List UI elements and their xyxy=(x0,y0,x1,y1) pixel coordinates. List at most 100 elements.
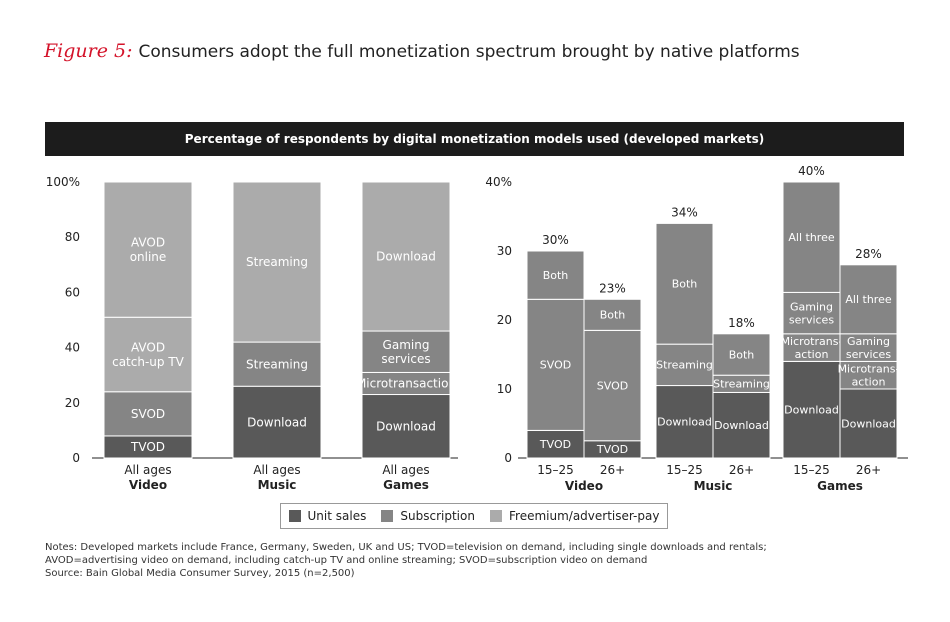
legend-item-freemium: Freemium/advertiser-pay xyxy=(490,509,659,523)
bar-right-2-segment-2 xyxy=(655,222,714,345)
left-category-label: All ages xyxy=(124,463,171,477)
right-chart: 0 10 20 30 40% TVOD SVOD Both 30% 15–25 TVOD SVOD Bo… xyxy=(485,164,908,493)
bar-right-2-segment-1 xyxy=(655,343,714,387)
bar-left-1-segment-2-label: Streaming xyxy=(246,255,308,269)
right-age-label: 26+ xyxy=(600,463,625,477)
figure-title: Figure 5: Consumers adopt the full moneti… xyxy=(44,40,800,62)
right-y-tick-label: 20 xyxy=(497,313,512,327)
bar-right-1-segment-1 xyxy=(583,329,642,442)
bar-left-0-segment-3-label: AVOD xyxy=(131,236,165,250)
bar-left-0-segment-3-label: online xyxy=(130,250,167,264)
bar-left-2-segment-3-label: Download xyxy=(376,250,436,264)
notes-line-2: AVOD=advertising video on demand, includ… xyxy=(45,555,648,566)
bar-left-1-segment-0 xyxy=(232,385,322,459)
bar-right-2-segment-0-label: Download xyxy=(657,416,712,429)
right-age-label: 15–25 xyxy=(666,463,703,477)
legend-label-subscription: Subscription xyxy=(400,509,475,523)
bar-right-5-segment-2 xyxy=(839,333,898,362)
right-age-label: 26+ xyxy=(856,463,881,477)
left-category-group-label: Video xyxy=(129,478,167,492)
bar-right-5-segment-1-label: Microtrans- xyxy=(838,363,900,376)
bar-right-1-segment-2-label: Both xyxy=(600,309,626,322)
chart-banner-text: Percentage of respondents by digital mon… xyxy=(184,132,765,146)
right-group-label: Music xyxy=(694,479,733,493)
left-y-tick-label: 60 xyxy=(65,285,80,299)
bar-left-1-segment-1 xyxy=(232,341,322,387)
bar-right-0-segment-2 xyxy=(526,250,585,300)
bar-right-4-segment-1-label: action xyxy=(795,348,829,361)
notes-source: Source: Bain Global Media Consumer Surve… xyxy=(45,568,355,579)
bar-left-2-segment-2-label: Gaming xyxy=(383,338,430,352)
right-y-tick-label: 0 xyxy=(504,451,512,465)
right-group-label: Video xyxy=(565,479,603,493)
bar-left-0-segment-1 xyxy=(103,391,193,437)
bar-left-0-segment-1-label: SVOD xyxy=(131,407,165,421)
bar-right-5-segment-3-label: All three xyxy=(845,293,891,306)
bar-left-2-segment-3 xyxy=(361,181,451,332)
right-bar-total-label: 34% xyxy=(671,205,698,219)
bar-right-4-segment-1-label: Microtrans- xyxy=(781,335,843,348)
bar-left-0-segment-2-label: AVOD xyxy=(131,341,165,355)
figure-label: Figure 5: xyxy=(44,40,133,62)
right-age-label: 26+ xyxy=(729,463,754,477)
bar-right-4-segment-2-label: services xyxy=(789,313,834,326)
right-group-label: Games xyxy=(817,479,863,493)
bar-right-0-segment-0-label: TVOD xyxy=(539,438,571,451)
left-category-label: All ages xyxy=(382,463,429,477)
bar-left-1-segment-1-label: Streaming xyxy=(246,357,308,371)
bar-right-3-segment-1-label: Streaming xyxy=(713,378,770,391)
bar-right-1-segment-2 xyxy=(583,298,642,331)
left-y-tick-label: 0 xyxy=(72,451,80,465)
notes-line-1: Notes: Developed markets include France,… xyxy=(45,542,767,553)
figure-title-text: Consumers adopt the full monetization sp… xyxy=(138,42,800,62)
bar-right-3-segment-0-label: Download xyxy=(714,419,769,432)
bar-left-2-segment-0 xyxy=(361,394,451,459)
legend-swatch-subscription xyxy=(381,510,394,522)
left-y-tick-label: 40 xyxy=(65,341,80,355)
bar-right-4-segment-0-label: Download xyxy=(784,404,839,417)
right-age-label: 15–25 xyxy=(793,463,830,477)
bar-left-2-segment-2 xyxy=(361,330,451,373)
bar-right-5-segment-1 xyxy=(839,360,898,390)
bar-right-2-segment-2-label: Both xyxy=(672,278,698,291)
legend-swatch-freemium xyxy=(490,510,502,522)
left-category-group-label: Games xyxy=(383,478,429,492)
bar-right-5-segment-0-label: Download xyxy=(841,417,896,430)
bar-left-0-segment-3 xyxy=(103,181,193,318)
bar-right-5-segment-3 xyxy=(839,264,898,335)
chart-notes: Notes: Developed markets include France,… xyxy=(45,541,767,580)
right-bar-total-label: 30% xyxy=(542,233,569,247)
bar-right-4-segment-3-label: All three xyxy=(788,231,834,244)
chart-banner: Percentage of respondents by digital mon… xyxy=(45,122,904,156)
legend-item-subscription: Subscription xyxy=(381,509,475,523)
bar-left-1-segment-2 xyxy=(232,181,322,343)
right-bar-total-label: 40% xyxy=(798,164,825,178)
bar-left-2-segment-0-label: Download xyxy=(376,419,436,433)
legend-label-freemium: Freemium/advertiser-pay xyxy=(509,509,660,523)
left-category-group-label: Music xyxy=(258,478,297,492)
left-category-label: All ages xyxy=(253,463,300,477)
bar-right-2-segment-0 xyxy=(655,385,714,459)
bar-right-4-segment-2-label: Gaming xyxy=(790,300,833,313)
bar-right-3-segment-2 xyxy=(712,333,771,376)
left-y-tick-label: 100% xyxy=(46,175,80,189)
bar-left-2-segment-2-label: services xyxy=(381,352,430,366)
right-y-tick-label: 40% xyxy=(485,175,512,189)
bar-right-3-segment-0 xyxy=(712,391,771,459)
bar-right-5-segment-1-label: action xyxy=(852,376,886,389)
bar-left-0-segment-0-label: TVOD xyxy=(130,440,165,454)
bar-right-0-segment-2-label: Both xyxy=(543,269,569,282)
bar-right-1-segment-0-label: TVOD xyxy=(596,443,628,456)
left-y-tick-label: 80 xyxy=(65,230,80,244)
bar-right-5-segment-2-label: services xyxy=(846,348,891,361)
bar-right-4-segment-3 xyxy=(782,181,841,293)
bar-right-1-segment-1-label: SVOD xyxy=(597,379,628,392)
right-bar-total-label: 28% xyxy=(855,247,882,261)
bar-right-0-segment-1 xyxy=(526,298,585,431)
right-bar-total-label: 23% xyxy=(599,281,626,295)
legend-item-unit-sales: Unit sales xyxy=(288,509,366,523)
bar-left-0-segment-2 xyxy=(103,316,193,393)
right-age-label: 15–25 xyxy=(537,463,574,477)
right-y-tick-label: 10 xyxy=(497,382,512,396)
